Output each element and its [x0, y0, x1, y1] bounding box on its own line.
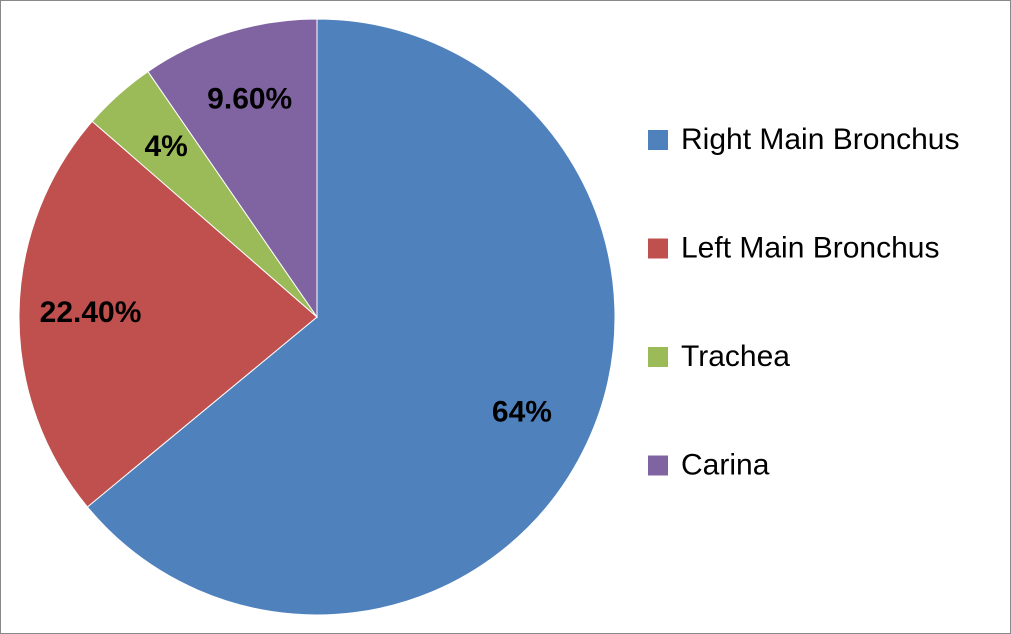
legend-label: Carina — [681, 448, 770, 481]
legend-swatch — [648, 238, 668, 259]
legend-label: Trachea — [681, 340, 790, 373]
legend-swatch — [648, 130, 668, 150]
pie-slice — [147, 18, 318, 319]
pie-slice — [86, 18, 616, 616]
data-label: 9.60% — [207, 83, 292, 116]
data-label: 4% — [144, 130, 187, 163]
legend-swatch — [648, 455, 668, 476]
legend-label: Left Main Bronchus — [681, 231, 939, 264]
pie-slice — [18, 120, 318, 508]
data-label: 64% — [492, 395, 552, 428]
legend-swatch — [648, 347, 668, 367]
data-label: 22.40% — [40, 296, 142, 329]
legend-label: Right Main Bronchus — [681, 123, 959, 156]
